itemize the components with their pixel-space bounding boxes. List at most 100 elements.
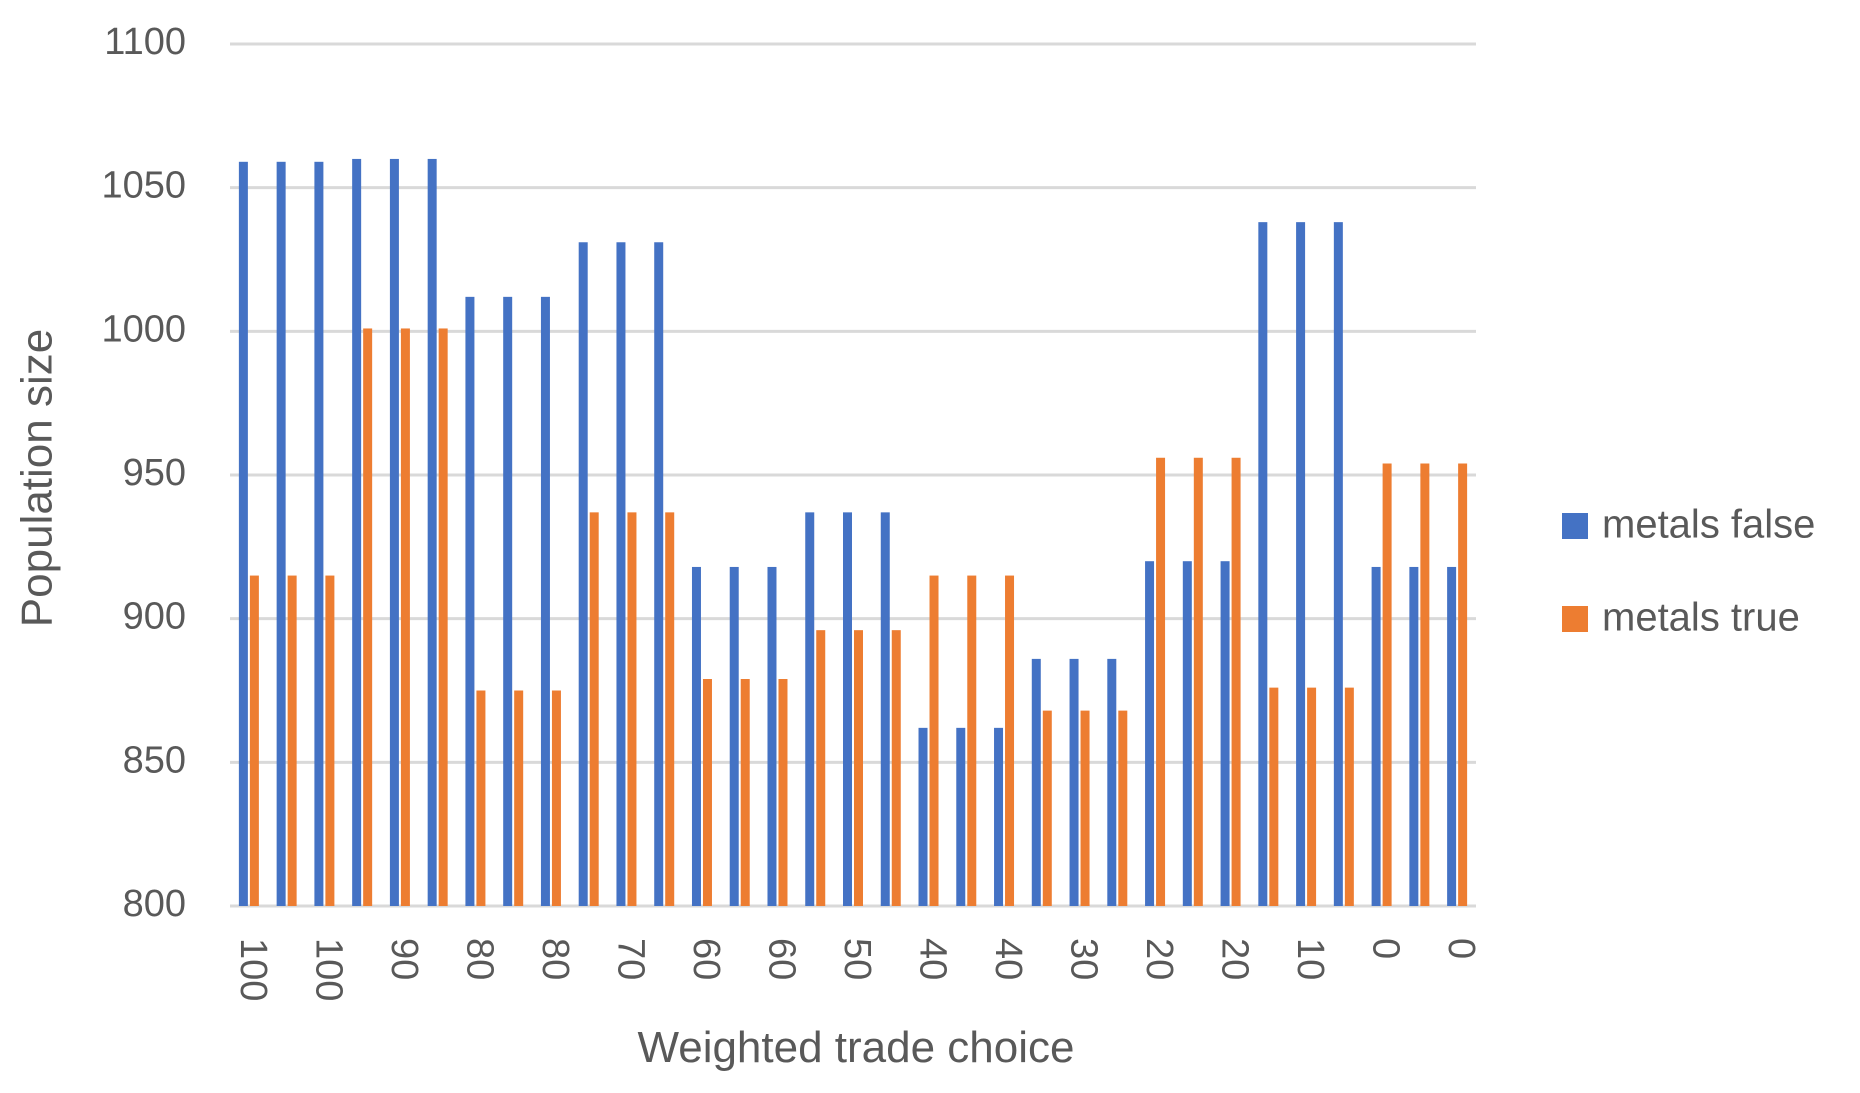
y-axis-ticks: 800 850 900 950 1000 1050 1100: [101, 21, 186, 925]
legend-label: metals false: [1602, 503, 1815, 547]
bar-metals-true: [778, 679, 788, 906]
bar-metals-false: [540, 296, 550, 906]
bar-metals-true: [1118, 710, 1128, 906]
y-tick-label: 1100: [104, 21, 186, 63]
legend: metals false metals true: [1562, 503, 1815, 640]
bar-metals-true: [854, 630, 863, 906]
x-tick-label: 20: [1138, 938, 1180, 980]
x-tick-label: 0: [1440, 938, 1482, 959]
bar-metals-false: [314, 161, 324, 907]
bar-metals-true: [1156, 457, 1166, 906]
x-axis-title: Weighted trade choice: [637, 1023, 1074, 1072]
bar-metals-false: [1371, 566, 1381, 906]
bar-metals-true: [1193, 457, 1203, 906]
bar-metals-true: [816, 630, 826, 906]
bar-metals-true: [967, 575, 977, 906]
bar-metals-true: [1042, 710, 1052, 906]
x-tick-label: 60: [685, 938, 727, 980]
x-tick-label: 80: [458, 938, 500, 980]
bar-metals-false: [503, 296, 513, 906]
bar-metals-false: [1296, 222, 1306, 906]
bar-metals-false: [465, 296, 475, 906]
bar-metals-true: [929, 575, 939, 906]
bar-metals-false: [691, 566, 701, 906]
bar-metals-true: [325, 575, 335, 906]
bar-metals-false: [389, 158, 399, 906]
bar-metals-true: [400, 328, 410, 907]
legend-swatch: [1562, 513, 1588, 539]
bar-metals-true: [514, 690, 524, 906]
y-tick-label: 1000: [101, 308, 186, 350]
bar-metals-false: [880, 512, 890, 906]
bar-metals-false: [805, 512, 815, 906]
x-tick-label: 40: [911, 938, 953, 980]
x-tick-label: 20: [1214, 938, 1256, 980]
bar-metals-false: [729, 566, 739, 906]
legend-swatch: [1562, 606, 1588, 632]
x-tick-label: 60: [760, 938, 802, 980]
y-tick-label: 800: [123, 883, 186, 925]
bar-metals-true: [1269, 687, 1279, 906]
bar-metals-false: [918, 727, 928, 906]
gridlines: [230, 42, 1476, 908]
x-tick-label: 50: [836, 938, 878, 980]
y-tick-label: 850: [123, 739, 186, 781]
bar-metals-false: [352, 158, 362, 906]
x-tick-label: 30: [1063, 938, 1105, 980]
x-axis-ticks: 100 100 90 80 80 70 60 60 50 40 40 30 20 20 10 0 0: [232, 938, 1482, 1001]
bar-metals-true: [476, 690, 486, 906]
bar-metals-false: [578, 242, 588, 906]
bar-metals-true: [249, 575, 259, 906]
bar-metals-false: [1031, 658, 1041, 906]
bar-metals-false: [238, 161, 248, 907]
y-tick-label: 900: [123, 596, 186, 638]
bar-metals-false: [1333, 222, 1343, 906]
x-tick-label: 90: [383, 938, 425, 980]
bar-metals-false: [843, 512, 852, 906]
bar-metals-true: [363, 328, 373, 907]
x-tick-label: 40: [987, 938, 1029, 980]
bar-metals-false: [1258, 222, 1268, 906]
x-tick-label: 100: [307, 938, 349, 1001]
bar-metals-false: [767, 566, 777, 906]
x-tick-label: 100: [232, 938, 274, 1001]
y-tick-label: 950: [123, 452, 186, 494]
bar-metals-false: [276, 161, 286, 907]
bar-metals-true: [551, 690, 561, 906]
bar-metals-false: [1107, 658, 1117, 906]
bar-metals-true: [891, 630, 901, 906]
bar-metals-true: [1307, 687, 1317, 906]
bar-metals-true: [665, 512, 675, 906]
bar-metals-false: [616, 242, 626, 906]
y-axis-title: Population size: [13, 329, 62, 627]
bar-metals-true: [438, 328, 448, 907]
x-tick-label: 0: [1365, 938, 1407, 959]
bar-metals-false: [956, 727, 966, 906]
bar-metals-true: [589, 512, 599, 906]
bar-metals-true: [287, 575, 297, 906]
bar-metals-false: [994, 727, 1004, 906]
bar-metals-false: [1145, 561, 1155, 906]
bar-metals-false: [1182, 561, 1192, 906]
bar-metals-true: [1005, 575, 1015, 906]
bar-metals-true: [1231, 457, 1241, 906]
bar-metals-true: [740, 679, 750, 906]
bar-metals-true: [702, 679, 712, 906]
bar-metals-true: [627, 512, 637, 906]
bar-metals-true: [1080, 710, 1090, 906]
legend-label: metals true: [1602, 596, 1800, 640]
bar-metals-false: [1069, 658, 1079, 906]
bar-metals-false: [654, 242, 664, 906]
bar-metals-true: [1382, 463, 1392, 906]
bar-metals-true: [1420, 463, 1430, 906]
bars: [238, 158, 1468, 907]
bar-metals-false: [1220, 561, 1230, 906]
x-tick-label: 80: [534, 938, 576, 980]
bar-metals-true: [1458, 463, 1468, 906]
bar-metals-false: [1447, 566, 1457, 906]
y-tick-label: 1050: [101, 165, 186, 207]
bar-metals-true: [1344, 687, 1354, 906]
bar-metals-false: [427, 158, 437, 906]
